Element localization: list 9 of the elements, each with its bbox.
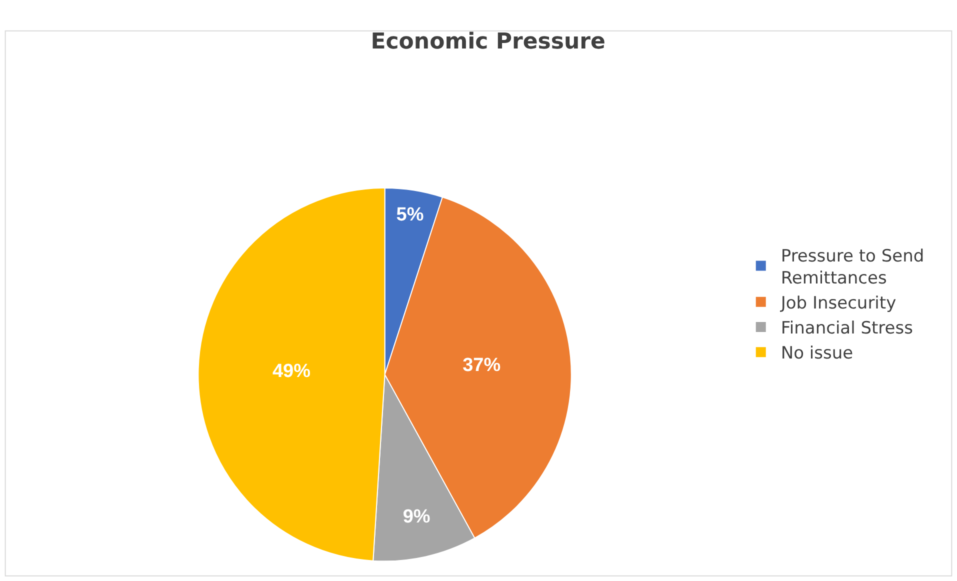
- chart-title: Economic Pressure: [370, 29, 606, 54]
- data-label: 49%: [272, 361, 311, 382]
- legend-label: No issue: [780, 344, 854, 364]
- legend-label: Job Insecurity: [780, 294, 896, 314]
- legend-label: Financial Stress: [780, 318, 914, 339]
- data-label: 9%: [402, 506, 430, 528]
- data-label: 37%: [462, 354, 501, 376]
- data-label: 5%: [396, 204, 424, 226]
- legend-label: Pressure to Send Remittances: [780, 246, 924, 288]
